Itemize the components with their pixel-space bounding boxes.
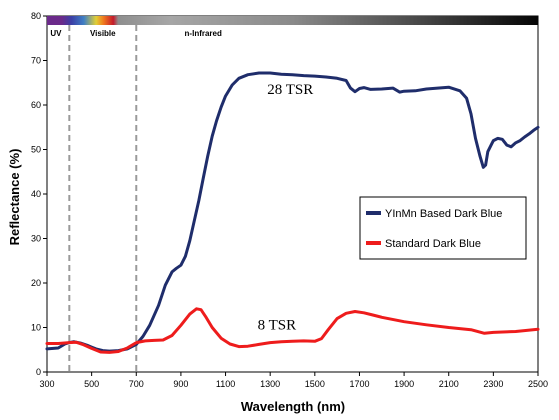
x-axis-title: Wavelength (nm) [241, 399, 345, 414]
x-tick-label: 2100 [439, 379, 459, 389]
y-tick-label: 20 [31, 278, 41, 288]
annotation-tsr: 8 TSR [258, 318, 297, 334]
x-tick-label: 1900 [394, 379, 414, 389]
legend: YInMn Based Dark Blue Standard Dark Blue [359, 196, 527, 260]
x-tick-label: 2300 [483, 379, 503, 389]
legend-label-yinmn: YInMn Based Dark Blue [385, 208, 502, 220]
y-tick-label: 0 [36, 367, 41, 377]
y-tick-label: 30 [31, 234, 41, 244]
x-tick-label: 1100 [216, 379, 235, 389]
y-tick-label: 60 [31, 100, 41, 110]
x-tick-label: 1300 [260, 379, 280, 389]
x-tick-label: 1700 [349, 379, 369, 389]
x-tick-label: 300 [39, 379, 54, 389]
y-tick-label: 10 [31, 323, 41, 333]
annotation-tsr: 28 TSR [267, 82, 313, 98]
y-tick-label: 50 [31, 145, 41, 155]
legend-box [359, 196, 527, 260]
x-tick-label: 2500 [528, 379, 548, 389]
y-axis-title: Reflectance (%) [7, 149, 22, 246]
y-tick-label: 40 [31, 189, 41, 199]
x-tick-label: 900 [173, 379, 188, 389]
legend-label-standard: Standard Dark Blue [385, 238, 481, 250]
y-tick-label: 70 [31, 56, 41, 66]
y-tick-label: 80 [31, 11, 41, 21]
region-label: n-Infrared [185, 29, 222, 38]
x-tick-label: 1500 [305, 379, 325, 389]
series-line-standard [45, 307, 540, 354]
spectrum-band [47, 16, 538, 25]
x-tick-label: 500 [84, 379, 99, 389]
region-label: Visible [90, 29, 116, 38]
x-tick-label: 700 [129, 379, 144, 389]
region-label: UV [50, 29, 62, 38]
